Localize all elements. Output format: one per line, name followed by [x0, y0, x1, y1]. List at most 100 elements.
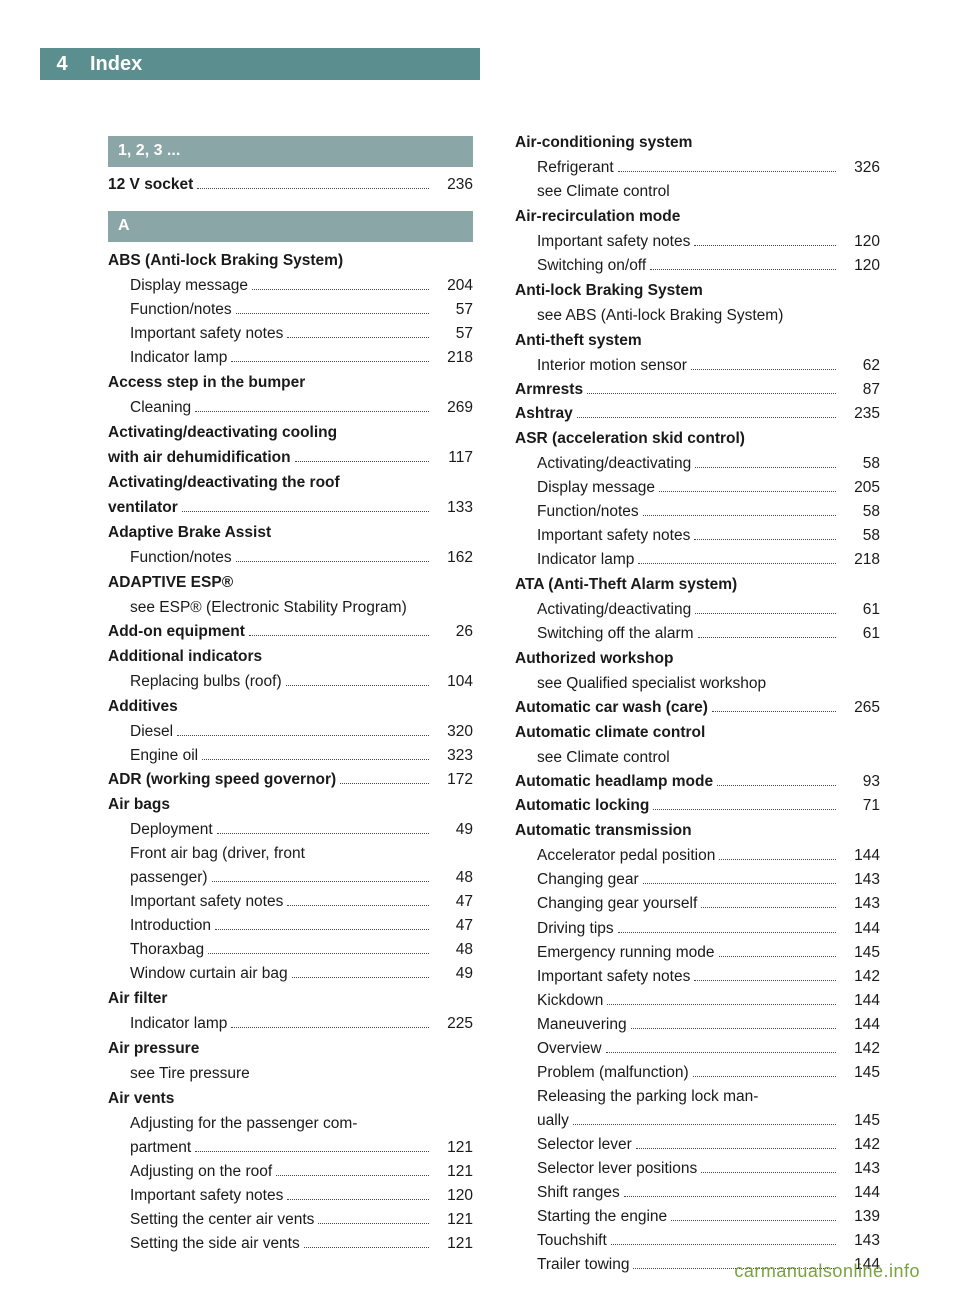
entry-page: 143 — [840, 1229, 880, 1253]
entry-page: 139 — [840, 1205, 880, 1229]
columns: 1, 2, 3 ... 12 V socket 236 A ABS (Anti-… — [108, 130, 880, 1277]
entry-label: Activating/deactivating — [537, 452, 691, 476]
column-left: 1, 2, 3 ... 12 V socket 236 A ABS (Anti-… — [108, 130, 473, 1277]
index-entry: Interior motion sensor 62 — [515, 354, 880, 378]
entry-label: Adjusting on the roof — [130, 1160, 272, 1184]
leader-dots — [287, 1191, 429, 1200]
entry-page: 93 — [840, 770, 880, 794]
index-entry: Cleaning269 — [108, 396, 473, 420]
entry-label: ADR (working speed governor) — [108, 768, 336, 792]
index-entry: Automatic headlamp mode93 — [515, 770, 880, 794]
leader-dots — [287, 897, 429, 906]
entry-page: 49 — [433, 962, 473, 986]
column-right: Air-conditioning system Refrigerant326 s… — [515, 130, 880, 1277]
entry-label: Important safety notes — [130, 322, 283, 346]
entry-page: 235 — [840, 402, 880, 426]
index-see: see ESP® (Electronic Stability Program) — [108, 596, 473, 620]
index-entry: Emergency running mode 145 — [515, 941, 880, 965]
entry-page: 225 — [433, 1012, 473, 1036]
leader-dots — [712, 703, 836, 712]
index-entry: Changing gear 143 — [515, 868, 880, 892]
index-heading: Air bags — [108, 792, 473, 818]
index-entry: Replacing bulbs (roof)104 — [108, 670, 473, 694]
leader-dots — [643, 875, 836, 884]
entry-page: 47 — [433, 890, 473, 914]
index-entry: Add-on equipment26 — [108, 620, 473, 644]
entry-label: Display message — [130, 274, 248, 298]
entry-page: 61 — [840, 622, 880, 646]
entry-page: 145 — [840, 941, 880, 965]
entry-label: Selector lever — [537, 1133, 632, 1157]
index-heading: Automatic climate control — [515, 720, 880, 746]
leader-dots — [638, 555, 836, 564]
index-entry: Function/notes162 — [108, 546, 473, 570]
leader-dots — [208, 945, 429, 954]
index-entry: Important safety notes47 — [108, 890, 473, 914]
entry-label: Problem (malfunction) — [537, 1061, 689, 1085]
index-entry: Armrests87 — [515, 378, 880, 402]
entry-page: 143 — [840, 868, 880, 892]
entry-label: Display message — [537, 476, 655, 500]
section-bar-a: A — [108, 211, 473, 242]
header-tab: 4 Index — [40, 48, 480, 80]
entry-page: 162 — [433, 546, 473, 570]
index-entry: Refrigerant326 — [515, 156, 880, 180]
entry-label: Interior motion sensor — [537, 354, 687, 378]
index-entry: Function/notes58 — [515, 500, 880, 524]
index-heading: Air filter — [108, 986, 473, 1012]
entry-label: passenger) — [130, 866, 208, 890]
leader-dots — [197, 180, 429, 189]
entry-page: 104 — [433, 670, 473, 694]
entry-label: Cleaning — [130, 396, 191, 420]
index-heading: Air pressure — [108, 1036, 473, 1062]
entry-page: 62 — [840, 354, 880, 378]
entry-page: 117 — [433, 446, 473, 470]
index-entry: Window curtain air bag 49 — [108, 962, 473, 986]
leader-dots — [607, 995, 836, 1004]
leader-dots — [295, 452, 429, 461]
leader-dots — [631, 1019, 836, 1028]
leader-dots — [611, 1235, 836, 1244]
entry-label: Emergency running mode — [537, 941, 715, 965]
leader-dots — [693, 1067, 836, 1076]
index-see: see Qualified specialist workshop — [515, 672, 880, 696]
entry-label: Changing gear — [537, 868, 639, 892]
leader-dots — [701, 899, 836, 908]
entry-page: 144 — [840, 1013, 880, 1037]
entry-page: 121 — [433, 1208, 473, 1232]
entry-page: 145 — [840, 1061, 880, 1085]
index-heading: Automatic transmission — [515, 818, 880, 844]
index-heading: Additional indicators — [108, 644, 473, 670]
entry-label: Switching off the alarm — [537, 622, 694, 646]
leader-dots — [195, 402, 429, 411]
entry-label: Important safety notes — [537, 965, 690, 989]
index-heading: ABS (Anti-lock Braking System) — [108, 248, 473, 274]
index-entry: Display message204 — [108, 274, 473, 298]
entry-label: Important safety notes — [537, 230, 690, 254]
index-entry: Selector lever142 — [515, 1133, 880, 1157]
entry-page: 144 — [840, 844, 880, 868]
leader-dots — [671, 1211, 836, 1220]
index-heading: Authorized workshop — [515, 646, 880, 672]
entry-label: Window curtain air bag — [130, 962, 288, 986]
index-heading: Air-recirculation mode — [515, 204, 880, 230]
entry-page: 218 — [840, 548, 880, 572]
index-heading: Additives — [108, 694, 473, 720]
leader-dots — [717, 777, 836, 786]
entry-page: 145 — [840, 1109, 880, 1133]
entry-page: 142 — [840, 965, 880, 989]
entry-page: 144 — [840, 1181, 880, 1205]
index-entry: Engine oil323 — [108, 744, 473, 768]
entry-page: 121 — [433, 1160, 473, 1184]
leader-dots — [698, 629, 836, 638]
index-entry: Activating/deactivating61 — [515, 598, 880, 622]
entry-page: 87 — [840, 378, 880, 402]
index-heading: Anti-lock Braking System — [515, 278, 880, 304]
index-entry: Switching off the alarm 61 — [515, 622, 880, 646]
footer-watermark: carmanualsonline.info — [734, 1261, 920, 1282]
leader-dots — [231, 352, 429, 361]
entry-label: Automatic car wash (care) — [515, 696, 708, 720]
index-entry: Display message205 — [515, 476, 880, 500]
leader-dots — [177, 727, 429, 736]
entry-label: Maneuvering — [537, 1013, 627, 1037]
